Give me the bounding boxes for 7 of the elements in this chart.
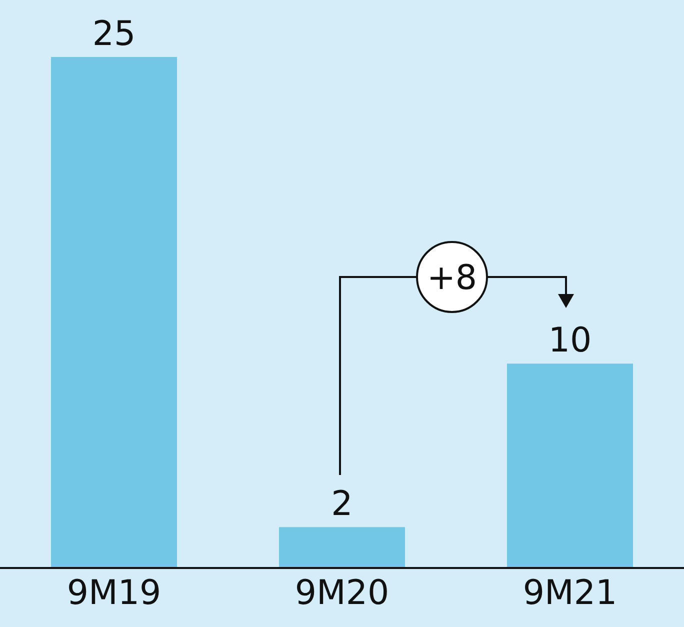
x-tick-label: 9M20: [294, 573, 390, 614]
x-tick-label: 9M21: [522, 573, 618, 614]
x-tick-label: 9M19: [66, 573, 162, 614]
data-label: 25: [92, 14, 136, 54]
annotation: +8: [426, 258, 478, 298]
data-label: 2: [331, 484, 353, 524]
data-label: 10: [548, 320, 592, 361]
